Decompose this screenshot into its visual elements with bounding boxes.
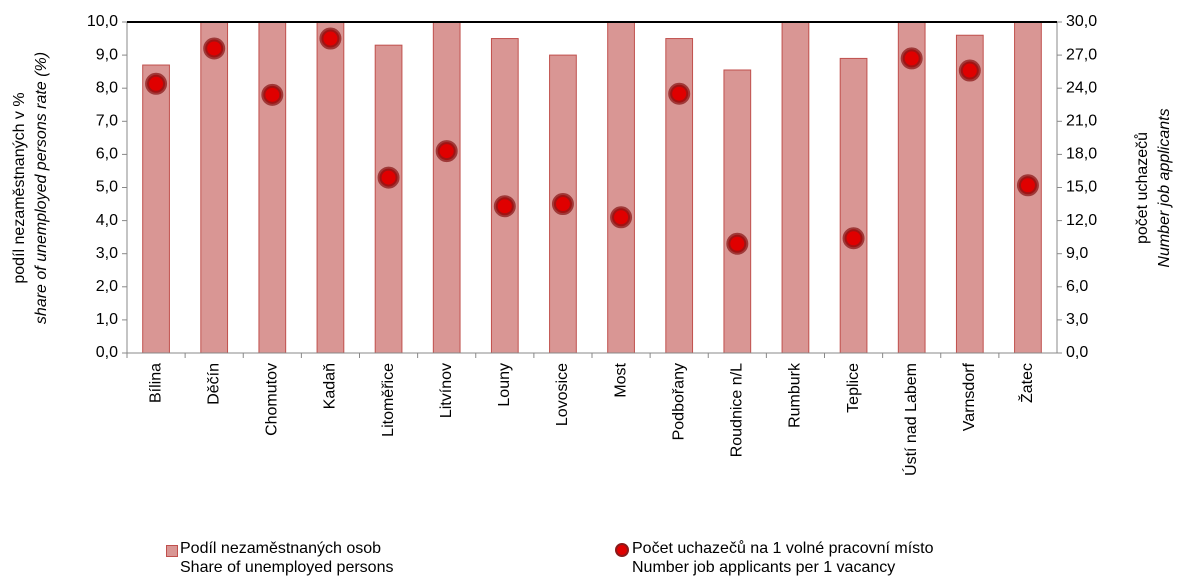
y2-tick-label: 12,0	[1066, 212, 1097, 229]
legend-swatch-dot	[615, 543, 629, 557]
x-tick-label: Ústí nad Labem	[901, 363, 920, 476]
y2-axis-label-en: Number job applicants	[1156, 108, 1173, 267]
x-tick-label: Teplice	[845, 363, 862, 413]
bar	[955, 34, 984, 354]
y-axis-label: podíl nezaměstnaných v %	[11, 92, 28, 283]
y2-tick-label: 21,0	[1066, 113, 1097, 130]
x-tick-label: Varnsdorf	[961, 362, 978, 431]
dot	[1016, 174, 1039, 197]
y2-tick-label: 3,0	[1066, 311, 1088, 328]
dot	[435, 140, 458, 163]
bar	[781, 21, 810, 354]
y-tick-label: 6,0	[96, 146, 118, 163]
bar	[607, 21, 635, 354]
y2-axis-label: počet uchazečů	[1133, 132, 1151, 244]
bar	[316, 21, 345, 354]
dot	[726, 232, 749, 255]
y-tick-label: 1,0	[96, 311, 118, 328]
y2-tick-label: 0,0	[1066, 344, 1088, 361]
y2-tick-label: 27,0	[1066, 46, 1097, 63]
x-tick-label: Žatec	[1017, 363, 1036, 403]
dot	[668, 82, 691, 105]
bar	[200, 21, 229, 354]
legend-swatch-bar	[166, 545, 178, 557]
dot	[261, 83, 284, 106]
y-tick-label: 0,0	[96, 344, 118, 361]
x-tick-label: Litoměřice	[380, 363, 397, 437]
x-tick-label: Rumburk	[787, 362, 804, 428]
bar	[258, 21, 287, 354]
x-tick-label: Podbořany	[670, 363, 687, 440]
x-tick-label: Roudnice n/L	[729, 363, 746, 457]
y2-tick-label: 15,0	[1066, 179, 1097, 196]
x-tick-label: Lovosice	[554, 363, 571, 426]
dot	[203, 37, 226, 60]
x-tick-label: Louny	[496, 363, 513, 407]
y-tick-label: 7,0	[96, 113, 118, 130]
y2-tick-label: 6,0	[1066, 278, 1088, 295]
y-tick-label: 9,0	[96, 46, 118, 63]
bar	[374, 44, 403, 354]
y-tick-label: 10,0	[87, 13, 118, 30]
y-tick-label: 4,0	[96, 212, 118, 229]
y2-tick-label: 30,0	[1066, 13, 1097, 30]
y-axis-label-en: share of unemployed persons rate (%)	[33, 52, 50, 324]
y2-tick-label: 9,0	[1066, 245, 1088, 262]
y-tick-label: 2,0	[96, 278, 118, 295]
dot	[900, 47, 923, 70]
dot	[493, 195, 516, 218]
x-tick-label: Děčín	[205, 363, 222, 405]
bar	[432, 21, 461, 354]
dot	[551, 193, 574, 216]
y-tick-label: 8,0	[96, 79, 118, 96]
x-tick-label: Litvínov	[438, 363, 455, 418]
dot	[377, 166, 400, 189]
y2-tick-label: 18,0	[1066, 146, 1097, 163]
x-tick-label: Most	[612, 362, 629, 397]
x-tick-label: Kadaň	[322, 363, 339, 409]
dot	[145, 72, 168, 95]
dot	[610, 206, 633, 229]
x-tick-label: Chomutov	[264, 363, 281, 436]
legend-label: Počet uchazečů na 1 volné pracovní místo…	[632, 540, 934, 576]
bar	[839, 57, 868, 354]
y-tick-label: 5,0	[96, 179, 118, 196]
y-tick-label: 3,0	[96, 245, 118, 262]
dot	[842, 227, 865, 250]
bar	[723, 69, 752, 354]
legend-label: Podíl nezaměstnaných osob Share of unemp…	[180, 540, 394, 576]
y2-tick-label: 24,0	[1066, 79, 1097, 96]
bar	[897, 21, 926, 354]
dot	[319, 27, 342, 50]
dot	[958, 59, 981, 82]
bar	[142, 64, 170, 354]
x-tick-label: Bílina	[147, 363, 164, 403]
